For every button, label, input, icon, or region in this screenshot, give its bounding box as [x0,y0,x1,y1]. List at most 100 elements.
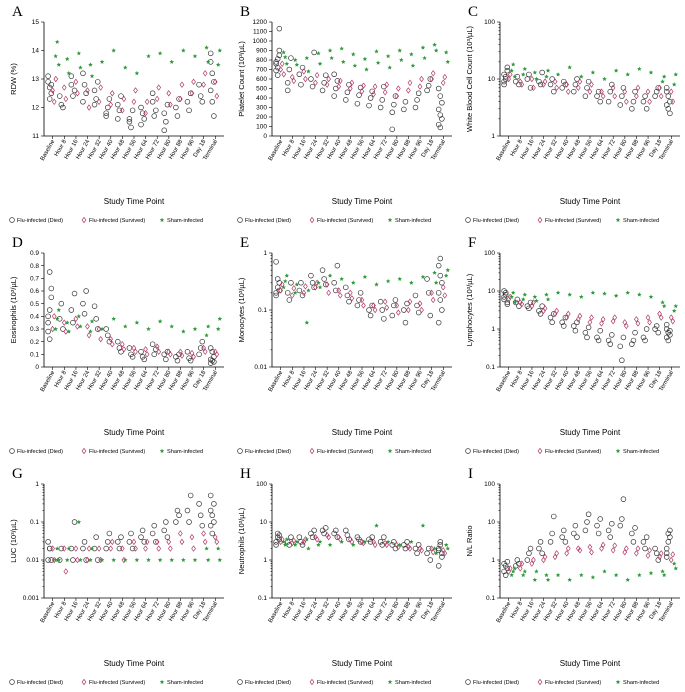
data-point [361,82,366,89]
data-point [202,538,208,546]
data-point [427,76,434,82]
data-point [579,74,584,79]
data-point [50,545,55,552]
data-point [392,93,399,99]
data-point [549,530,555,537]
data-point [161,527,167,534]
legend-marker-star [387,217,393,222]
data-point [336,287,342,294]
data-point [385,539,391,544]
data-point [282,278,288,284]
data-point [138,121,144,128]
data-point [531,299,536,306]
data-point [286,66,293,73]
data-point [174,507,181,514]
data-point [187,492,194,499]
data-point [595,530,602,537]
data-point [419,306,424,314]
data-point [520,297,526,302]
data-point [437,272,444,279]
data-point [445,59,451,64]
data-point [301,289,307,297]
y-tick-label: 100 [256,124,267,131]
data-point [303,283,308,290]
data-point [81,81,88,88]
data-point [527,85,534,91]
data-point [597,516,603,522]
data-point [394,92,400,100]
data-point [274,72,281,78]
data-point [652,545,658,552]
data-point [314,536,320,543]
data-point [559,534,565,540]
legend-marker-diamond [537,678,543,686]
data-point [584,334,590,341]
data-point [584,85,590,91]
data-point [367,539,374,545]
data-point [509,294,514,299]
y-tick-label: 900 [256,48,267,55]
data-point [362,274,368,279]
data-point [168,101,173,108]
data-point [382,89,388,96]
data-point [445,267,451,273]
data-point [106,96,113,102]
data-point [512,300,518,305]
y-tick-label: 0 [263,133,267,140]
panel-f: F 0.1 1 10 100 Lymphocytes (10³/µL) Baseline Ho… [460,231,685,461]
legend-label: Sham-infected [623,449,659,455]
legend-label: Flu-infected (Survived) [89,680,145,686]
series-diamond [278,279,448,316]
data-point [103,110,109,116]
data-point [329,55,334,61]
legend-marker-circle [237,679,243,685]
data-point [131,344,137,352]
data-point [214,92,220,100]
y-tick-label: 0.01 [254,364,267,371]
data-point [440,79,446,86]
data-point [85,556,90,564]
data-point [575,316,581,323]
series-diamond [50,313,220,361]
data-point [520,72,526,77]
data-point [653,550,660,557]
data-point [652,326,658,332]
data-point [317,539,323,544]
legend-marker-diamond [81,216,87,224]
data-point [288,55,294,61]
series-diamond [506,293,676,330]
data-point [298,539,304,545]
data-point [292,57,298,62]
data-point [612,542,618,549]
data-point [607,534,613,540]
data-point [50,87,55,94]
data-point [141,356,147,363]
data-point [186,107,192,114]
series-circle [501,496,673,578]
data-point [51,313,57,320]
data-point [542,553,548,561]
data-point [282,542,288,547]
data-point [559,85,565,91]
data-point [420,274,426,279]
data-point [333,85,339,92]
data-point [435,319,442,326]
data-point [46,545,53,552]
data-point [179,81,185,88]
series-star [509,62,679,87]
data-point [347,289,353,297]
data-point [98,84,103,91]
data-point [504,301,511,307]
data-point [189,90,195,97]
data-point [105,539,111,545]
data-point [78,324,83,329]
series-diamond [278,60,448,100]
data-point [274,276,281,282]
data-point [501,81,507,88]
data-point [589,81,594,88]
data-point [602,76,607,81]
legend-label: Flu-infected (Died) [17,218,63,224]
data-point [327,542,333,547]
data-point [144,538,150,546]
data-point [289,73,295,81]
